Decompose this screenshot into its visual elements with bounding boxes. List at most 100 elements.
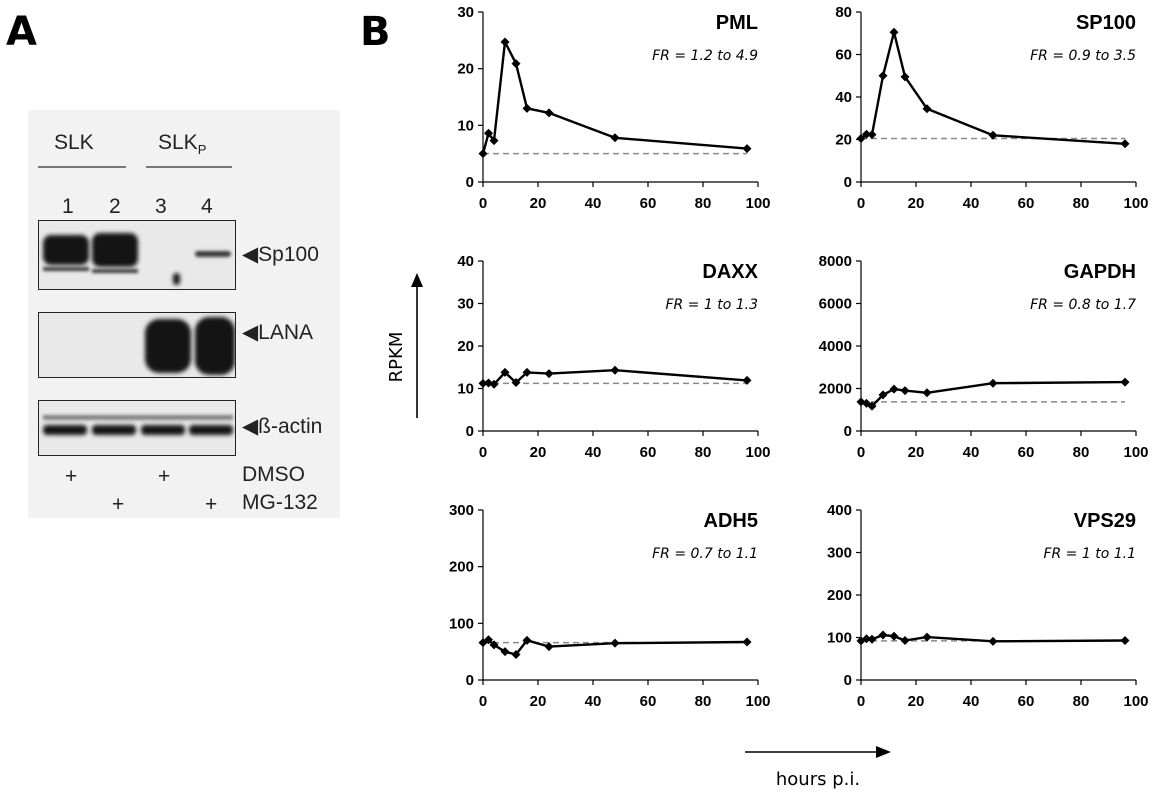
y-tick-label: 4000: [819, 338, 852, 355]
data-point: [878, 390, 888, 400]
band-label-actin: ◀ß-actin: [242, 415, 323, 438]
mg132-mark-lane4: +: [205, 493, 218, 516]
actin-blot: [38, 400, 236, 456]
x-tick-label: 100: [1123, 195, 1148, 212]
data-point: [544, 642, 554, 652]
x-tick-label: 40: [963, 444, 980, 461]
x-tick-label: 20: [908, 693, 925, 710]
data-point: [742, 375, 752, 385]
chart-pml: 0 10 20 30 0 20 40 60 80 100 PML FR = 1.2 to 4.9: [457, 4, 770, 212]
sp100-band-lane2: [92, 233, 138, 267]
data-point: [867, 401, 877, 411]
sp100-band-lane4: [195, 251, 231, 257]
x-tick-label: 80: [695, 195, 712, 212]
x-tick-label: 20: [530, 444, 547, 461]
data-point: [511, 378, 521, 388]
y-tick-label: 200: [827, 587, 852, 604]
treatment-label-mg132: MG-132: [242, 491, 318, 514]
y-tick-label: 40: [835, 89, 852, 106]
chart-title: PML: [716, 12, 758, 34]
y-tick-label: 40: [457, 253, 474, 270]
y-tick-label: 0: [466, 423, 474, 440]
actin-band-lane1: [43, 425, 87, 435]
sp100-blot: [38, 220, 236, 290]
y-tick-label: 20: [835, 132, 852, 149]
y-tick-label: 30: [457, 296, 474, 313]
y-tick-label: 0: [844, 672, 852, 689]
chart-title: VPS29: [1074, 510, 1136, 532]
y-tick-label: 10: [457, 381, 474, 398]
data-point: [742, 637, 752, 647]
data-point: [489, 136, 499, 146]
chart-annotation: FR = 1 to 1.3: [665, 297, 758, 313]
chart-annotation: FR = 0.7 to 1.1: [652, 546, 758, 562]
x-tick-label: 80: [1073, 444, 1090, 461]
data-point: [889, 384, 899, 394]
y-axis-label-group: RPKM: [386, 273, 423, 418]
band-label-sp100: ◀Sp100: [242, 243, 319, 266]
x-tick-label: 100: [745, 195, 770, 212]
data-point: [511, 59, 521, 69]
y-axis-label: RPKM: [386, 332, 407, 383]
data-point: [922, 388, 932, 398]
data-point: [878, 71, 888, 81]
x-tick-label: 40: [585, 693, 602, 710]
y-tick-label: 20: [457, 338, 474, 355]
x-tick-label: 0: [479, 195, 487, 212]
x-tick-label: 100: [745, 444, 770, 461]
data-point: [988, 636, 998, 646]
chart-title: ADH5: [704, 510, 758, 532]
western-blot-panel: SLK SLKP 1 2 3 4 ◀Sp100 ◀LANA ◀ß-actin +…: [28, 110, 340, 518]
data-point: [500, 37, 510, 47]
data-point: [867, 634, 877, 644]
y-tick-label: 100: [449, 615, 474, 632]
y-tick-label: 400: [827, 502, 852, 519]
x-tick-label: 0: [479, 693, 487, 710]
data-point: [878, 630, 888, 640]
data-point: [500, 647, 510, 657]
x-tick-label: 100: [1123, 693, 1148, 710]
data-point: [922, 632, 932, 642]
data-point: [478, 149, 488, 159]
sp100-artifact-lane3: [173, 273, 180, 285]
x-tick-label: 80: [695, 444, 712, 461]
y-tick-label: 6000: [819, 296, 852, 313]
data-point: [988, 378, 998, 388]
x-tick-label: 60: [640, 195, 657, 212]
data-point: [889, 631, 899, 641]
data-point: [484, 635, 493, 645]
panel-b-letter: B: [360, 9, 391, 55]
x-tick-label: 80: [695, 693, 712, 710]
data-point: [610, 638, 620, 648]
chart-vps29: 0 100 200 300 400 0 20 40 60 80 100 VPS29 FR = 1 to …: [827, 502, 1149, 710]
x-tick-label: 40: [585, 195, 602, 212]
sp100-lower-band-lane1: [43, 267, 89, 271]
chart-title: GAPDH: [1064, 261, 1136, 283]
x-tick-label: 80: [1073, 693, 1090, 710]
data-point: [862, 634, 871, 644]
actin-upper-band: [43, 415, 233, 420]
x-tick-label: 40: [585, 444, 602, 461]
y-tick-label: 80: [835, 4, 852, 21]
y-tick-label: 200: [449, 559, 474, 576]
data-point: [922, 104, 932, 114]
x-tick-label: 100: [1123, 444, 1148, 461]
y-tick-label: 2000: [819, 381, 852, 398]
data-point: [867, 130, 877, 140]
lane-number-3: 3: [155, 195, 167, 218]
data-point: [484, 128, 493, 138]
group-divider-slkp: [146, 166, 232, 168]
x-tick-label: 40: [963, 693, 980, 710]
x-axis-label: hours p.i.: [776, 769, 860, 790]
dmso-mark-lane1: +: [65, 465, 78, 488]
data-point: [511, 650, 521, 659]
x-tick-label: 20: [530, 693, 547, 710]
x-tick-label: 20: [530, 195, 547, 212]
x-tick-label: 60: [640, 693, 657, 710]
x-tick-label: 0: [857, 693, 865, 710]
data-point: [489, 640, 499, 650]
data-point: [1120, 377, 1130, 387]
y-tick-label: 10: [457, 117, 474, 134]
lane-number-2: 2: [109, 195, 121, 218]
